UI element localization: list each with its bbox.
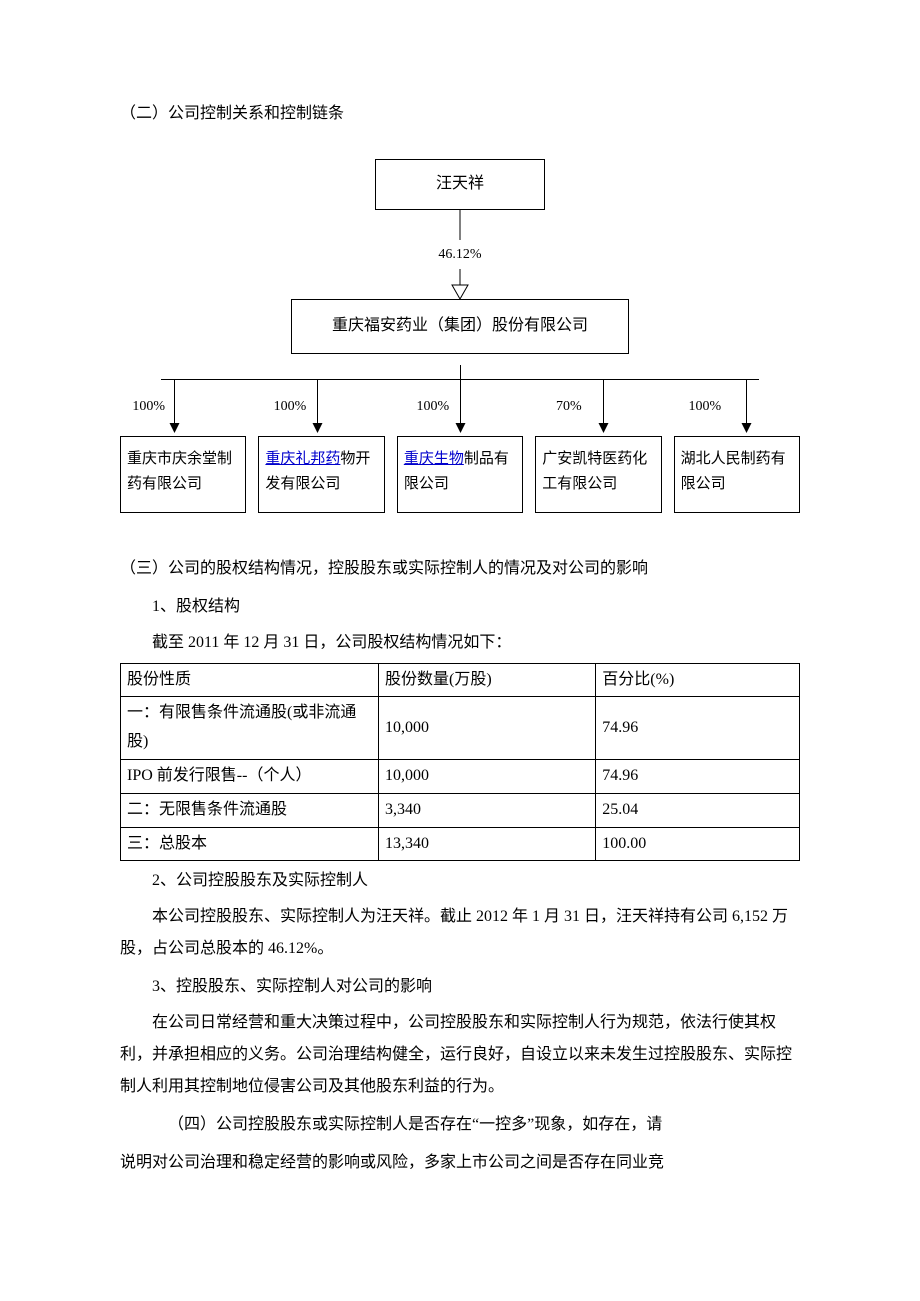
td: 25.04 xyxy=(596,793,800,827)
org-subs-row: 重庆市庆余堂制药有限公司 重庆礼邦药物开发有限公司 重庆生物制品有限公司 广安凯… xyxy=(120,436,800,513)
org-bus: 100% 100% 100% 70% 100% xyxy=(120,366,800,436)
org-group-node: 重庆福安药业（集团）股份有限公司 xyxy=(291,299,629,354)
table-row: 三：总股本 13,340 100.00 xyxy=(121,827,800,861)
org-sub-pct-0: 100% xyxy=(130,394,167,419)
td: 二：无限售条件流通股 xyxy=(121,793,379,827)
org-sub-2-link: 重庆生物 xyxy=(404,451,464,467)
th-1: 股份数量(万股) xyxy=(379,663,596,697)
org-sub-4-label: 湖北人民制药有限公司 xyxy=(681,451,786,493)
org-top-arrow xyxy=(440,269,480,299)
org-top-node: 汪天祥 xyxy=(375,159,545,210)
th-0: 股份性质 xyxy=(121,663,379,697)
section-3-sub3: 3、控股股东、实际控制人对公司的影响 xyxy=(120,971,800,1003)
table-body: 一：有限售条件流通股(或非流通股) 10,000 74.96 IPO 前发行限售… xyxy=(121,697,800,861)
section-2-heading: （二）公司控制关系和控制链条 xyxy=(120,100,800,129)
td: 一：有限售条件流通股(或非流通股) xyxy=(121,697,379,760)
section-4-heading-p2: 说明对公司治理和稳定经营的影响或风险，多家上市公司之间是否存在同业竞 xyxy=(120,1147,800,1179)
org-top-edge-pct: 46.12% xyxy=(438,242,481,267)
section-3-sub1-line: 截至 2011 年 12 月 31 日，公司股权结构情况如下： xyxy=(120,627,800,659)
org-sub-1: 重庆礼邦药物开发有限公司 xyxy=(258,436,384,513)
table-row: IPO 前发行限售--（个人） 10,000 74.96 xyxy=(121,759,800,793)
td: 100.00 xyxy=(596,827,800,861)
section-3-sub2-p: 本公司控股股东、实际控制人为汪天祥。截止 2012 年 1 月 31 日，汪天祥… xyxy=(120,901,800,965)
org-sub-0-label: 重庆市庆余堂制药有限公司 xyxy=(127,451,232,493)
table-row: 一：有限售条件流通股(或非流通股) 10,000 74.96 xyxy=(121,697,800,760)
td: 74.96 xyxy=(596,759,800,793)
org-chart: 汪天祥 46.12% 重庆福安药业（集团）股份有限公司 100% 100% 10… xyxy=(120,159,800,513)
th-2: 百分比(%) xyxy=(596,663,800,697)
org-sub-0: 重庆市庆余堂制药有限公司 xyxy=(120,436,246,513)
section-3-heading: （三）公司的股权结构情况，控股股东或实际控制人的情况及对公司的影响 xyxy=(120,553,800,585)
section-4-heading-p1: （四）公司控股股东或实际控制人是否存在“一控多”现象，如存在，请 xyxy=(120,1109,800,1141)
org-sub-3: 广安凯特医药化工有限公司 xyxy=(535,436,661,513)
td: 74.96 xyxy=(596,697,800,760)
org-sub-4: 湖北人民制药有限公司 xyxy=(674,436,800,513)
org-sub-pct-2: 100% xyxy=(414,394,451,419)
org-sub-3-label: 广安凯特医药化工有限公司 xyxy=(542,451,647,493)
org-sub-pct-3: 70% xyxy=(554,394,584,419)
section-3-sub1: 1、股权结构 xyxy=(120,591,800,623)
td: 10,000 xyxy=(379,759,596,793)
org-sub-2: 重庆生物制品有限公司 xyxy=(397,436,523,513)
shares-table: 股份性质 股份数量(万股) 百分比(%) 一：有限售条件流通股(或非流通股) 1… xyxy=(120,663,800,862)
td: 13,340 xyxy=(379,827,596,861)
td: 3,340 xyxy=(379,793,596,827)
table-row: 二：无限售条件流通股 3,340 25.04 xyxy=(121,793,800,827)
org-top-connector xyxy=(440,210,480,240)
org-sub-pct-4: 100% xyxy=(686,394,723,419)
org-sub-1-link: 重庆礼邦药 xyxy=(265,451,340,467)
td: IPO 前发行限售--（个人） xyxy=(121,759,379,793)
td: 三：总股本 xyxy=(121,827,379,861)
td: 10,000 xyxy=(379,697,596,760)
section-3-sub3-p: 在公司日常经营和重大决策过程中，公司控股股东和实际控制人行为规范，依法行使其权利… xyxy=(120,1007,800,1103)
org-sub-pct-1: 100% xyxy=(272,394,309,419)
section-3-sub2: 2、公司控股股东及实际控制人 xyxy=(120,865,800,897)
table-header-row: 股份性质 股份数量(万股) 百分比(%) xyxy=(121,663,800,697)
